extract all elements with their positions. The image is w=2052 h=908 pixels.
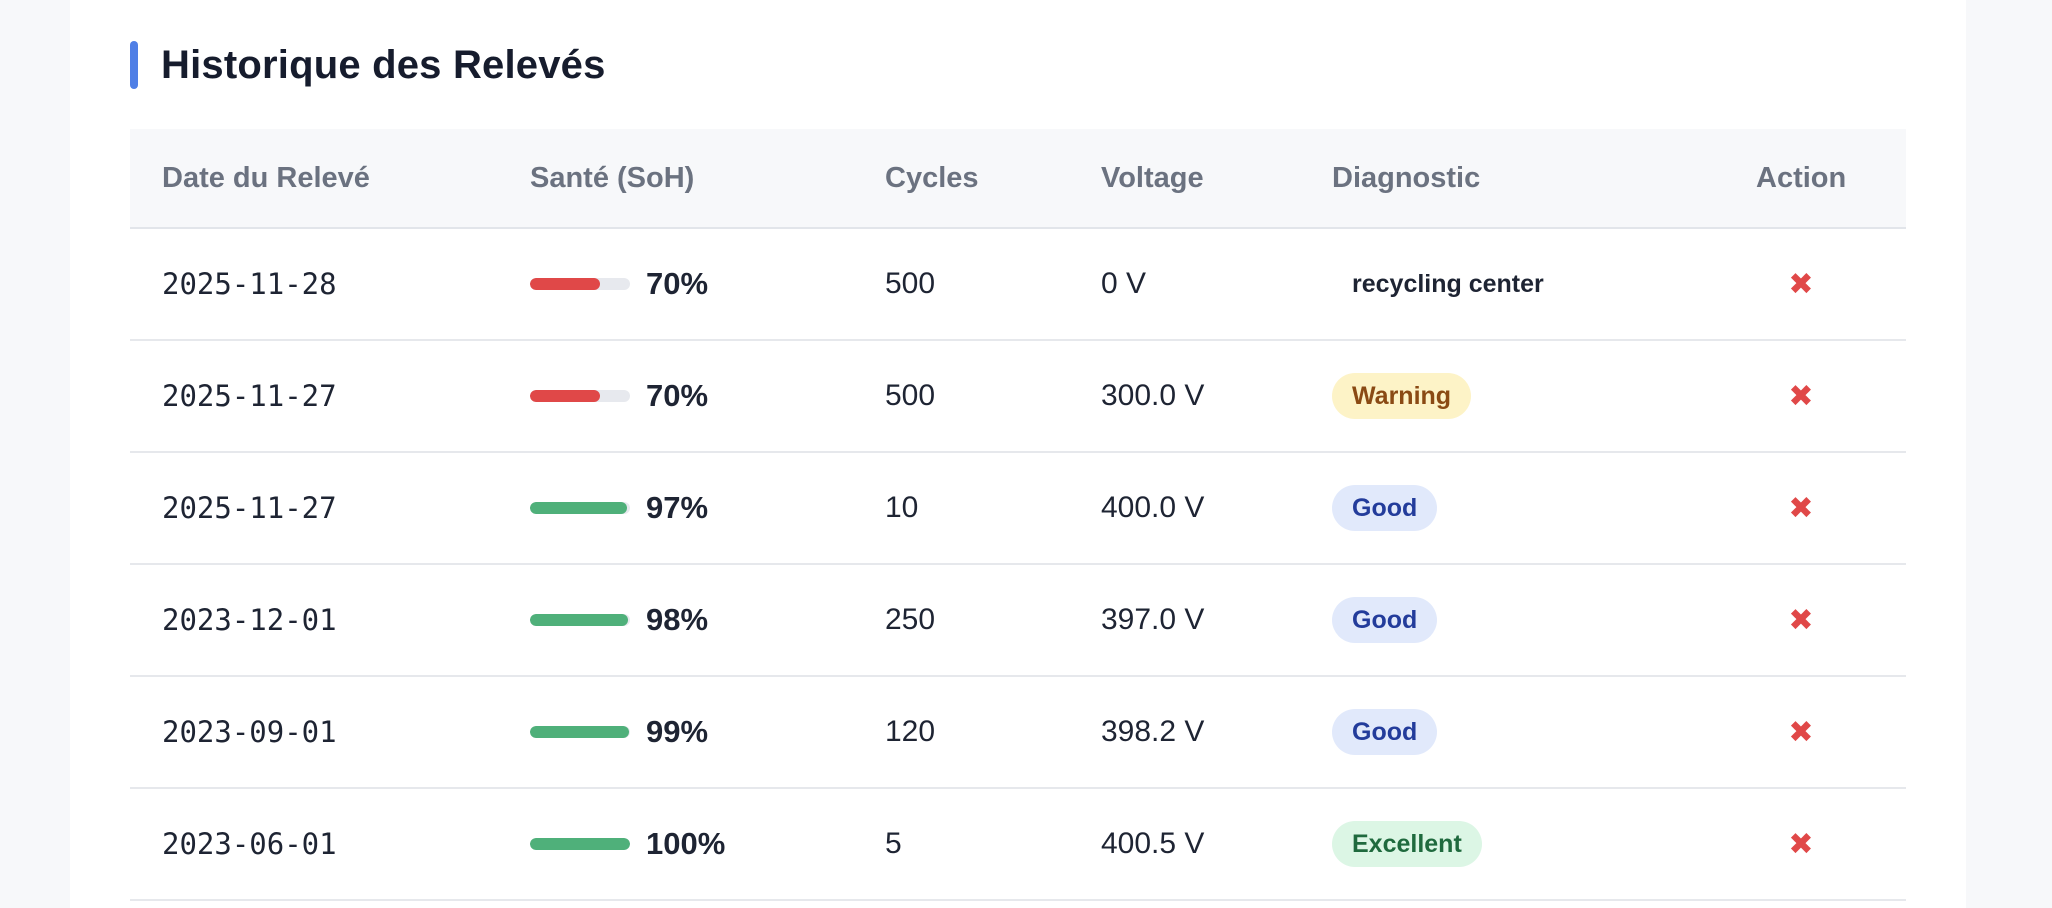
- voltage-value: 397.0 V: [1101, 603, 1205, 636]
- header-voltage[interactable]: Voltage: [1101, 161, 1204, 194]
- soh-value: 100%: [646, 826, 726, 861]
- table-row: 2023-12-01 98% 250 397.0 V Good ✖: [130, 565, 1906, 677]
- table-row: 2025-11-27 70% 500 300.0 V Warning ✖: [130, 341, 1906, 453]
- header-action: Action: [1756, 161, 1847, 194]
- soh-progress-bar: [530, 502, 630, 514]
- soh-cell: 100%: [530, 826, 725, 862]
- soh-value: 97%: [646, 490, 709, 525]
- reading-date: 2023-12-01: [162, 603, 337, 637]
- table-header: Date du Relevé Santé (SoH) Cycles Voltag…: [130, 129, 1906, 229]
- soh-progress-fill: [530, 278, 600, 290]
- table-row: 2023-06-01 100% 5 400.5 V Excellent ✖: [130, 789, 1906, 901]
- table-body: 2025-11-28 70% 500 0 V recycling center …: [130, 229, 1906, 901]
- action-cell: ✖: [1756, 267, 1846, 302]
- diagnostic-badge: Warning: [1332, 373, 1472, 419]
- cycles-value: 500: [885, 267, 936, 300]
- soh-progress-bar: [530, 614, 630, 626]
- header-diagnostic[interactable]: Diagnostic: [1332, 161, 1481, 194]
- diagnostic-cell: Excellent: [1332, 821, 1482, 867]
- soh-value: 99%: [646, 714, 709, 749]
- soh-progress-fill: [530, 726, 629, 738]
- soh-progress-bar: [530, 838, 630, 850]
- table-row: 2025-11-27 97% 10 400.0 V Good ✖: [130, 453, 1906, 565]
- cycles-value: 10: [885, 491, 919, 524]
- reading-date: 2023-06-01: [162, 827, 337, 861]
- soh-progress-fill: [530, 614, 628, 626]
- diagnostic-badge: Good: [1332, 485, 1438, 531]
- voltage-value: 0 V: [1101, 267, 1147, 300]
- diagnostic-cell: Good: [1332, 597, 1438, 643]
- close-icon[interactable]: ✖: [1788, 491, 1814, 525]
- section-header: Historique des Relevés: [130, 40, 606, 90]
- soh-progress-fill: [530, 390, 600, 402]
- action-cell: ✖: [1756, 491, 1846, 526]
- diagnostic-badge: Good: [1332, 597, 1438, 643]
- section-title: Historique des Relevés: [161, 42, 606, 87]
- soh-value: 70%: [646, 266, 709, 301]
- header-date[interactable]: Date du Relevé: [162, 161, 370, 194]
- close-icon[interactable]: ✖: [1788, 603, 1814, 637]
- soh-cell: 97%: [530, 490, 708, 526]
- diagnostic-badge: recycling center: [1332, 261, 1564, 307]
- action-cell: ✖: [1756, 827, 1846, 862]
- voltage-value: 400.5 V: [1101, 827, 1205, 860]
- close-icon[interactable]: ✖: [1788, 379, 1814, 413]
- close-icon[interactable]: ✖: [1788, 715, 1814, 749]
- soh-cell: 99%: [530, 714, 708, 750]
- title-accent-bar: [130, 41, 138, 89]
- cycles-value: 250: [885, 603, 936, 636]
- soh-value: 98%: [646, 602, 709, 637]
- reading-date: 2025-11-27: [162, 491, 337, 525]
- header-cycles[interactable]: Cycles: [885, 161, 979, 194]
- cycles-value: 5: [885, 827, 902, 860]
- soh-value: 70%: [646, 378, 709, 413]
- action-cell: ✖: [1756, 603, 1846, 638]
- close-icon[interactable]: ✖: [1788, 827, 1814, 861]
- voltage-value: 398.2 V: [1101, 715, 1205, 748]
- history-card: Historique des Relevés Date du Relevé Sa…: [70, 0, 1966, 908]
- cycles-value: 500: [885, 379, 936, 412]
- soh-progress-fill: [530, 502, 627, 514]
- soh-progress-bar: [530, 390, 630, 402]
- diagnostic-cell: Warning: [1332, 373, 1472, 419]
- close-icon[interactable]: ✖: [1788, 267, 1814, 301]
- soh-progress-fill: [530, 838, 630, 850]
- soh-progress-bar: [530, 726, 630, 738]
- header-soh[interactable]: Santé (SoH): [530, 161, 695, 194]
- table-row: 2025-11-28 70% 500 0 V recycling center …: [130, 229, 1906, 341]
- voltage-value: 400.0 V: [1101, 491, 1205, 524]
- soh-cell: 70%: [530, 378, 708, 414]
- soh-cell: 98%: [530, 602, 708, 638]
- cycles-value: 120: [885, 715, 936, 748]
- table-row: 2023-09-01 99% 120 398.2 V Good ✖: [130, 677, 1906, 789]
- action-cell: ✖: [1756, 715, 1846, 750]
- diagnostic-badge: Excellent: [1332, 821, 1482, 867]
- diagnostic-cell: Good: [1332, 485, 1438, 531]
- diagnostic-cell: recycling center: [1332, 261, 1564, 307]
- readings-table: Date du Relevé Santé (SoH) Cycles Voltag…: [130, 129, 1906, 901]
- reading-date: 2025-11-27: [162, 379, 337, 413]
- reading-date: 2023-09-01: [162, 715, 337, 749]
- diagnostic-cell: Good: [1332, 709, 1438, 755]
- diagnostic-badge: Good: [1332, 709, 1438, 755]
- soh-progress-bar: [530, 278, 630, 290]
- soh-cell: 70%: [530, 266, 708, 302]
- reading-date: 2025-11-28: [162, 267, 337, 301]
- voltage-value: 300.0 V: [1101, 379, 1205, 412]
- action-cell: ✖: [1756, 379, 1846, 414]
